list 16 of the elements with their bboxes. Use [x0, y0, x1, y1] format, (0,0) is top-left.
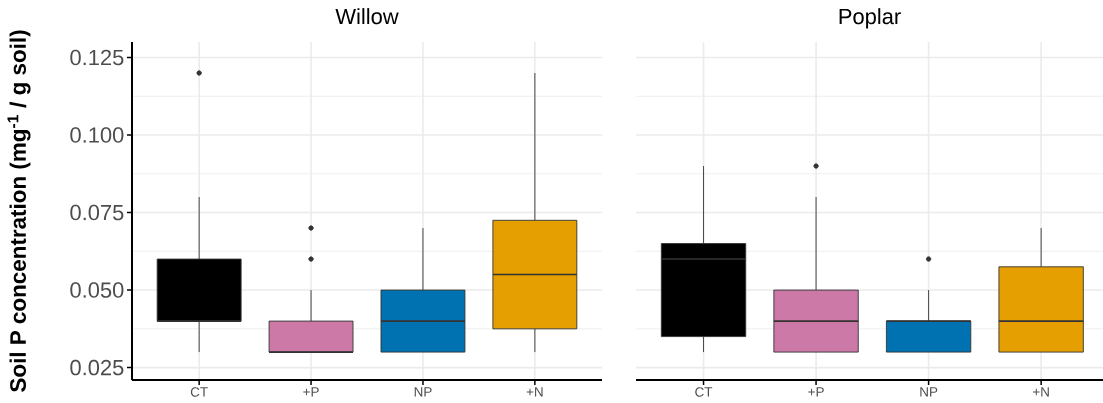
- y-tick-label: 0.025: [70, 359, 124, 376]
- y-tick-label: 0.125: [70, 49, 124, 66]
- x-tick-label: +P: [303, 387, 319, 397]
- y-axis-title: Soil P concentration (mg$^{-1}$ / g soil): [7, 30, 31, 392]
- x-tick-label: CT: [695, 387, 713, 397]
- chart-title: Willow: [335, 8, 399, 25]
- chart-title: Poplar: [839, 8, 901, 29]
- x-tick-label: NP: [414, 387, 432, 397]
- x-tick-label: NP: [920, 387, 938, 397]
- x-tick-label: +N: [526, 387, 543, 397]
- y-tick-label: 0.075: [70, 204, 124, 221]
- y-tick-label: 0.100: [70, 127, 124, 143]
- x-tick-label: +N: [1033, 387, 1049, 397]
- x-tick-label: +P: [808, 387, 824, 397]
- y-tick-label: 0.050: [70, 282, 124, 298]
- x-tick-label: CT: [190, 387, 208, 397]
